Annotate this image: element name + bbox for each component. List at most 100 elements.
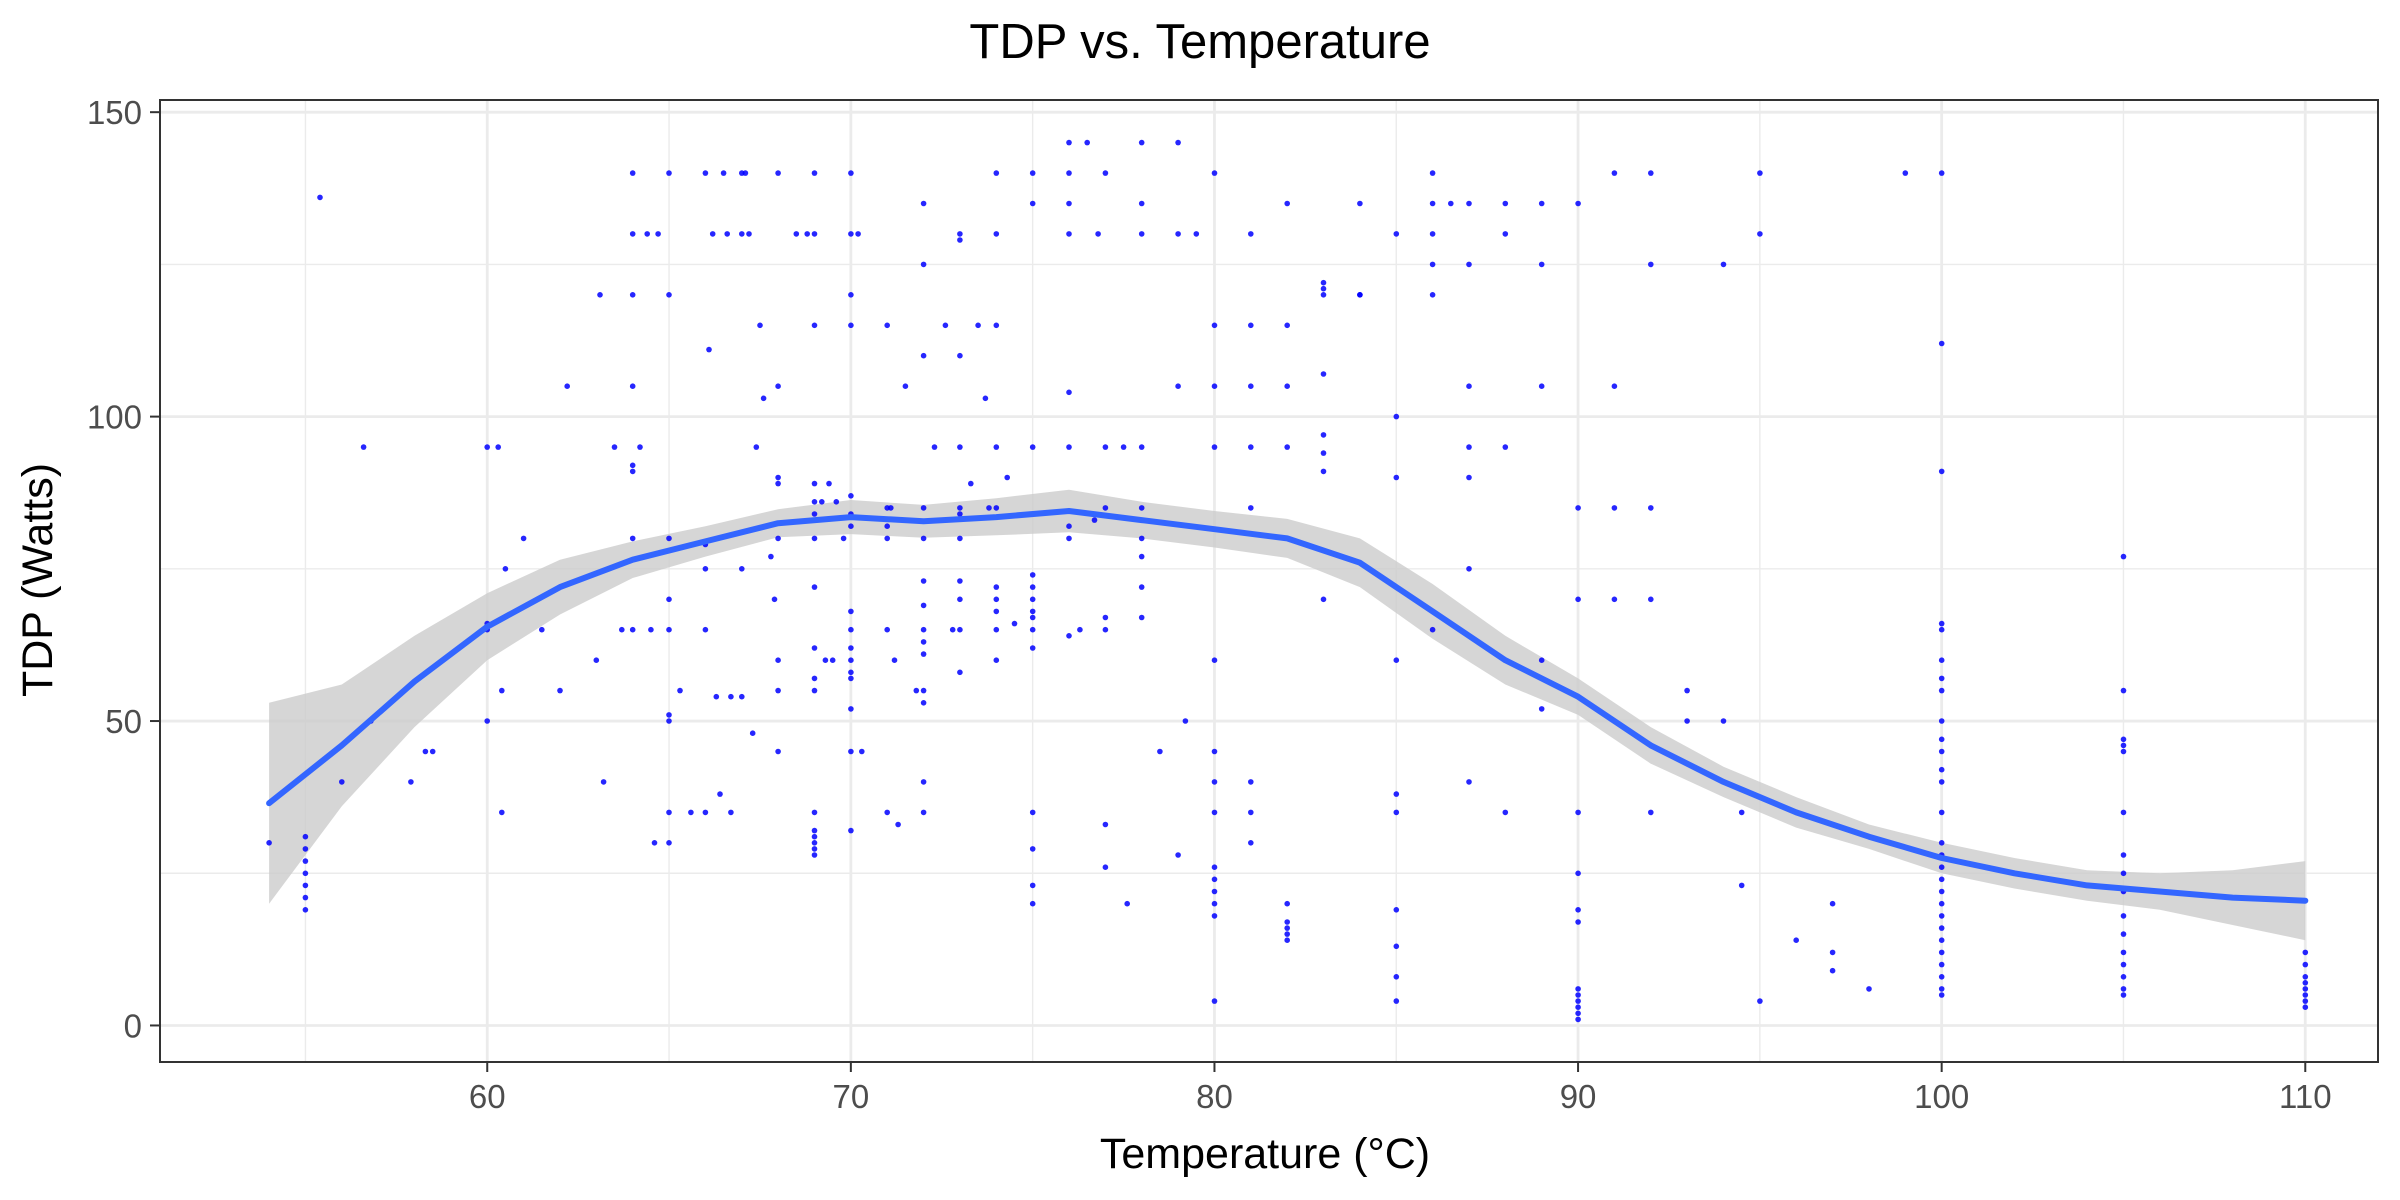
data-point bbox=[728, 809, 734, 816]
data-point bbox=[1029, 645, 1036, 651]
data-point bbox=[1466, 566, 1472, 572]
data-point bbox=[1938, 620, 1945, 627]
data-point bbox=[920, 261, 927, 268]
data-point bbox=[1138, 584, 1145, 590]
data-point bbox=[1938, 779, 1945, 785]
data-point bbox=[702, 170, 709, 176]
data-point bbox=[629, 468, 636, 475]
x-tick-label: 90 bbox=[1560, 1078, 1597, 1115]
data-point bbox=[1575, 986, 1581, 992]
data-point bbox=[1720, 718, 1727, 724]
data-point bbox=[1248, 840, 1254, 846]
data-point bbox=[848, 669, 854, 676]
data-point bbox=[666, 840, 672, 846]
data-point bbox=[1938, 809, 1945, 816]
data-point bbox=[920, 700, 927, 706]
data-point bbox=[920, 535, 927, 542]
data-point bbox=[593, 657, 600, 663]
data-point bbox=[993, 584, 1000, 590]
data-point bbox=[920, 200, 927, 207]
data-point bbox=[811, 535, 818, 542]
data-point bbox=[1502, 231, 1509, 237]
data-point bbox=[993, 444, 1000, 450]
data-point bbox=[1648, 170, 1654, 176]
data-point bbox=[611, 444, 618, 450]
data-point bbox=[1138, 231, 1145, 237]
data-point bbox=[1393, 657, 1400, 663]
data-point bbox=[1248, 322, 1254, 329]
data-point bbox=[619, 626, 625, 633]
data-point bbox=[1866, 986, 1872, 992]
data-point bbox=[1648, 809, 1654, 816]
data-point bbox=[840, 535, 847, 542]
data-point bbox=[637, 444, 643, 450]
data-point bbox=[1575, 907, 1581, 913]
data-point bbox=[1757, 170, 1763, 176]
data-point bbox=[666, 535, 672, 542]
data-point bbox=[920, 687, 927, 694]
data-point bbox=[739, 566, 745, 572]
data-point bbox=[848, 322, 854, 329]
data-point bbox=[666, 292, 672, 298]
data-point bbox=[1284, 322, 1290, 329]
data-point bbox=[775, 535, 781, 542]
y-tick-label: 50 bbox=[105, 703, 142, 740]
data-point bbox=[1248, 231, 1254, 237]
data-point bbox=[1029, 809, 1036, 816]
data-point bbox=[1102, 626, 1109, 633]
data-point bbox=[895, 821, 901, 828]
data-point bbox=[811, 584, 818, 590]
data-point bbox=[302, 833, 309, 840]
data-point bbox=[957, 626, 963, 633]
data-point bbox=[1211, 748, 1218, 755]
data-point bbox=[1211, 444, 1218, 450]
data-point bbox=[666, 170, 672, 176]
data-point bbox=[957, 669, 963, 676]
data-point bbox=[629, 535, 636, 542]
axis-tick-labels: 60 70 80 90 100 110 0 50 100 150 bbox=[87, 94, 2332, 1115]
data-point bbox=[1284, 931, 1290, 937]
data-point bbox=[1720, 261, 1727, 268]
data-point bbox=[1829, 949, 1836, 956]
data-point bbox=[1182, 718, 1189, 724]
data-point bbox=[775, 687, 781, 694]
data-point bbox=[2302, 961, 2309, 968]
x-tick-label: 70 bbox=[832, 1078, 869, 1115]
data-point bbox=[1248, 505, 1254, 511]
data-point bbox=[1284, 937, 1290, 943]
data-point bbox=[1429, 200, 1436, 207]
data-point bbox=[975, 322, 981, 329]
data-point bbox=[484, 718, 491, 724]
data-point bbox=[920, 809, 927, 816]
data-point bbox=[408, 779, 414, 785]
data-point bbox=[1938, 468, 1945, 475]
data-point bbox=[1938, 961, 1945, 968]
data-point bbox=[829, 657, 836, 663]
data-point bbox=[1157, 748, 1163, 755]
data-point bbox=[629, 462, 636, 469]
data-point bbox=[1575, 1016, 1581, 1023]
data-point bbox=[833, 499, 840, 505]
axis-ticks bbox=[150, 111, 2307, 1072]
data-point bbox=[1393, 791, 1400, 797]
data-point bbox=[1575, 200, 1581, 207]
data-point bbox=[1938, 840, 1945, 846]
data-point bbox=[760, 395, 767, 402]
data-point bbox=[1466, 261, 1472, 268]
data-point bbox=[1011, 620, 1018, 627]
data-point bbox=[2120, 949, 2127, 956]
x-tick-label: 80 bbox=[1196, 1078, 1233, 1115]
data-point bbox=[775, 480, 781, 487]
data-point bbox=[1538, 261, 1545, 268]
data-point bbox=[1393, 998, 1400, 1004]
data-point bbox=[1248, 779, 1254, 785]
data-point bbox=[1393, 474, 1400, 481]
data-point bbox=[1029, 200, 1036, 207]
data-point bbox=[1066, 389, 1072, 396]
data-point bbox=[1029, 882, 1036, 889]
data-point bbox=[1575, 505, 1581, 511]
data-point bbox=[848, 493, 854, 499]
data-point bbox=[848, 170, 854, 176]
data-point bbox=[1102, 614, 1109, 621]
